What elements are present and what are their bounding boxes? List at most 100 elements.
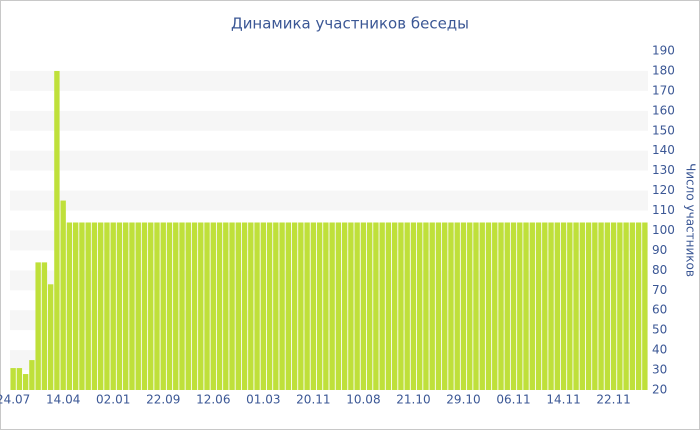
bar: [223, 222, 229, 390]
bar: [473, 222, 479, 390]
bar: [366, 222, 373, 390]
y-tick-label: 60: [652, 303, 667, 317]
bar: [523, 222, 529, 390]
bar: [66, 222, 73, 390]
bar: [160, 222, 166, 390]
bar: [198, 222, 204, 390]
bar: [429, 222, 435, 390]
bar: [85, 222, 91, 390]
bar: [629, 222, 636, 390]
bar: [316, 222, 323, 390]
bar: [341, 222, 348, 390]
bar: [360, 222, 367, 390]
y-axis-label: Число участников: [684, 163, 698, 277]
grid-band: [10, 70, 648, 91]
bar: [560, 222, 567, 390]
bar: [154, 222, 160, 390]
bar: [498, 222, 504, 390]
bar: [116, 222, 123, 390]
bar: [529, 222, 535, 390]
bar: [141, 222, 148, 390]
y-tick-label: 110: [652, 203, 675, 217]
bar: [435, 222, 442, 390]
x-tick-label: 12.06: [196, 393, 230, 407]
bar: [492, 222, 498, 390]
bar: [517, 222, 523, 390]
bar: [404, 222, 410, 390]
grid-band: [10, 190, 648, 211]
bar: [548, 222, 554, 390]
y-tick-label: 70: [652, 283, 667, 297]
bar: [635, 222, 642, 390]
bar: [598, 222, 604, 390]
x-tick-label: 10.08: [346, 393, 380, 407]
bar: [454, 222, 460, 390]
bar: [448, 222, 454, 390]
bar: [604, 222, 611, 390]
bar: [173, 222, 179, 390]
bar: [642, 222, 648, 390]
x-tick-label: 20.11: [296, 393, 330, 407]
bar: [91, 222, 98, 390]
bar: [204, 222, 210, 390]
bar: [54, 70, 60, 391]
bar: [542, 222, 548, 390]
bar: [467, 222, 473, 390]
y-tick-label: 20: [652, 383, 667, 397]
bar: [510, 222, 517, 390]
bar: [35, 262, 41, 390]
y-tick-label: 190: [652, 44, 675, 58]
bar: [191, 222, 198, 390]
bar: [260, 222, 267, 390]
bar: [617, 222, 623, 390]
bar: [535, 222, 542, 390]
x-tick-label: 14.04: [46, 393, 80, 407]
bar: [398, 222, 404, 390]
bar: [417, 222, 423, 390]
bar: [567, 222, 573, 390]
bar: [504, 222, 510, 390]
bar: [104, 222, 110, 390]
y-tick-label: 120: [652, 183, 675, 197]
bar: [148, 222, 154, 390]
chart-title: Динамика участников беседы: [231, 15, 469, 33]
bar: [291, 222, 298, 390]
y-tick-label: 140: [652, 143, 675, 157]
bar: [41, 262, 48, 390]
bar: [10, 368, 16, 390]
bar: [485, 222, 492, 390]
y-tick-label: 130: [652, 163, 675, 177]
bar: [229, 222, 235, 390]
x-tick-label: 29.10: [446, 393, 480, 407]
y-tick-label: 50: [652, 323, 667, 337]
bar: [166, 222, 173, 390]
bar: [98, 222, 104, 390]
bar: [266, 222, 273, 390]
bar: [185, 222, 191, 390]
bar: [610, 222, 617, 390]
bar: [335, 222, 342, 390]
bar: [573, 222, 579, 390]
x-tick-label: 21.10: [396, 393, 430, 407]
bar: [479, 222, 485, 390]
bar: [391, 222, 398, 390]
bar: [110, 222, 116, 390]
grid-band: [10, 150, 648, 171]
bar: [579, 222, 586, 390]
bar: [79, 222, 85, 390]
bar: [248, 222, 254, 390]
bar: [210, 222, 216, 390]
y-tick-label: 100: [652, 223, 675, 237]
bar: [410, 222, 417, 390]
bar: [273, 222, 279, 390]
bar: [72, 222, 79, 390]
bar: [16, 368, 23, 390]
bar: [22, 374, 29, 390]
bar: [348, 222, 354, 390]
bar: [373, 222, 379, 390]
bar: [235, 222, 241, 390]
bar: [29, 360, 35, 390]
y-tick-label: 160: [652, 103, 675, 117]
bar: [123, 222, 129, 390]
